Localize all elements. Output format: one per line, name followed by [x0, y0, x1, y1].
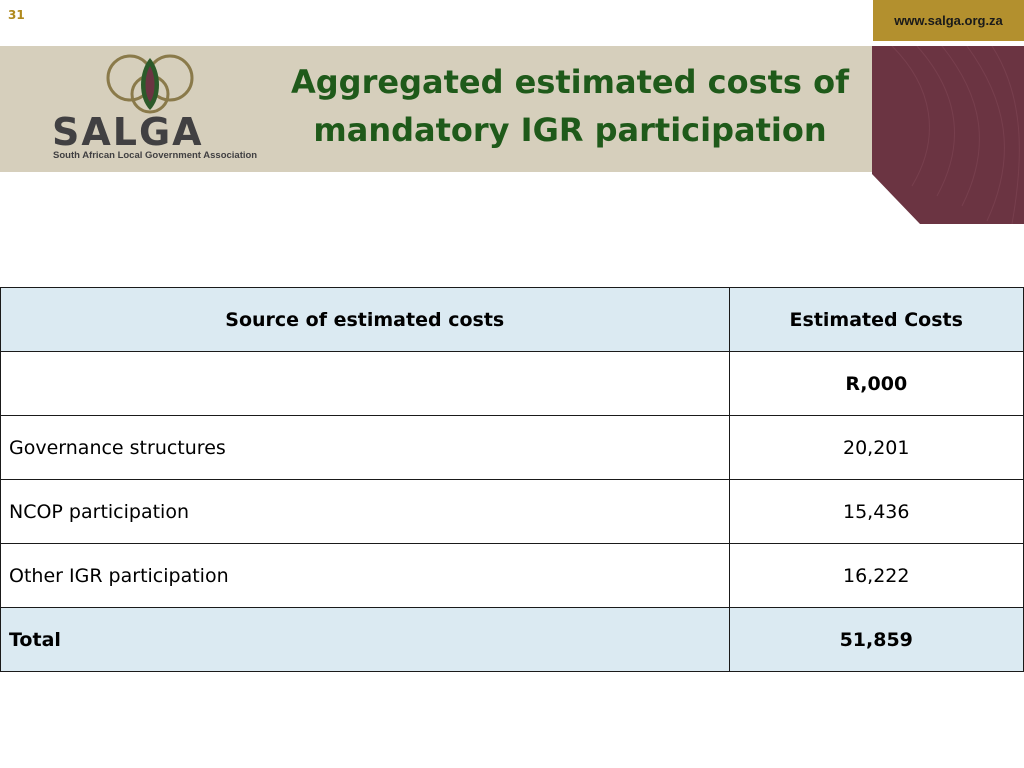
row-label: NCOP participation — [0, 479, 730, 544]
table-row: NCOP participation 15,436 — [0, 479, 1024, 544]
logo-tagline: South African Local Government Associati… — [53, 150, 258, 161]
website-badge: www.salga.org.za — [873, 0, 1024, 41]
salga-logo-emblem — [106, 54, 194, 114]
maroon-corner-decoration — [872, 46, 1024, 224]
column-header-costs: Estimated Costs — [728, 287, 1024, 352]
slide-number: 31 — [8, 8, 25, 22]
total-label: Total — [0, 607, 730, 672]
cost-table-container: Source of estimated costs Estimated Cost… — [0, 287, 1024, 672]
column-header-source: Source of estimated costs — [0, 287, 730, 352]
title-line-2: mandatory IGR participation — [313, 111, 827, 149]
table-header-row: Source of estimated costs Estimated Cost… — [0, 287, 1024, 352]
cost-table: Source of estimated costs Estimated Cost… — [0, 287, 1024, 672]
table-row: Governance structures 20,201 — [0, 415, 1024, 480]
slide-title: Aggregated estimated costs of mandatory … — [290, 58, 850, 154]
row-value: 20,201 — [728, 415, 1024, 480]
total-value: 51,859 — [728, 607, 1024, 672]
website-url: www.salga.org.za — [894, 13, 1003, 28]
table-row: Other IGR participation 16,222 — [0, 543, 1024, 608]
row-value: 16,222 — [728, 543, 1024, 608]
logo-wordmark: SALGA — [52, 110, 204, 154]
row-label: Other IGR participation — [0, 543, 730, 608]
row-value: 15,436 — [728, 479, 1024, 544]
table-total-row: Total 51,859 — [0, 607, 1024, 672]
units-cell: R,000 — [728, 351, 1024, 416]
units-empty-cell — [0, 351, 730, 416]
table-units-row: R,000 — [0, 351, 1024, 416]
title-line-1: Aggregated estimated costs of — [291, 63, 849, 101]
row-label: Governance structures — [0, 415, 730, 480]
